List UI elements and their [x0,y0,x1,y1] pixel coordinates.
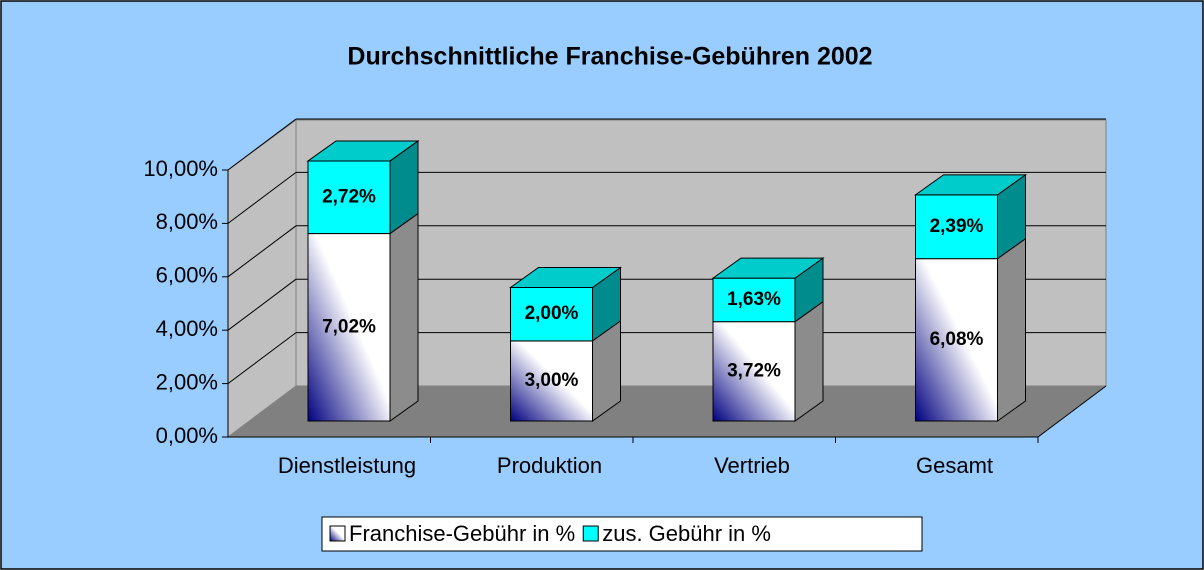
bar-front [307,160,391,235]
grid-line [227,171,297,224]
legend-swatch [582,525,599,542]
bar-front [307,233,391,422]
bar-side [794,300,824,422]
grid-line [227,278,297,331]
data-label: 3,00% [525,370,579,391]
bar-front [510,287,593,342]
y-tick-label: 0,00% [156,423,218,448]
legend-label: Franchise-Gebühr in % [349,521,575,546]
bar-side [389,212,419,422]
x-tick-label: Dienstleistung [278,453,416,478]
grid-line [227,332,297,385]
legend-swatch [329,525,346,542]
data-label: 7,02% [322,316,376,337]
floor-edge [1037,385,1107,438]
y-tick-label: 8,00% [156,209,218,234]
chart-title: Durchschnittliche Franchise-Gebühren 200… [347,43,872,71]
data-label: 2,39% [930,216,984,237]
x-tick-label: Gesamt [916,453,993,478]
y-tick-label: 2,00% [156,369,218,394]
floor [228,386,1106,437]
legend [321,516,923,552]
legend-label: zus. Gebühr in % [602,521,771,546]
x-tick-label: Produktion [497,453,602,478]
data-label: 3,72% [727,360,781,381]
bar-front [510,340,593,422]
data-label: 2,00% [525,303,579,324]
data-label: 1,63% [727,289,781,310]
y-tick-label: 6,00% [156,263,218,288]
data-label: 6,08% [930,329,984,350]
bar-top [306,140,420,162]
bar-top [913,174,1028,196]
side-wall [227,119,297,438]
bar-top [711,257,825,279]
x-tick-label: Vertrieb [714,453,790,478]
grid-line [227,118,297,171]
y-tick-label: 4,00% [156,316,218,341]
bar-side [997,237,1026,422]
bar-top [508,267,623,288]
grid-line [227,225,297,278]
data-label: 2,72% [322,186,376,207]
y-tick-label: 10,00% [143,156,218,181]
